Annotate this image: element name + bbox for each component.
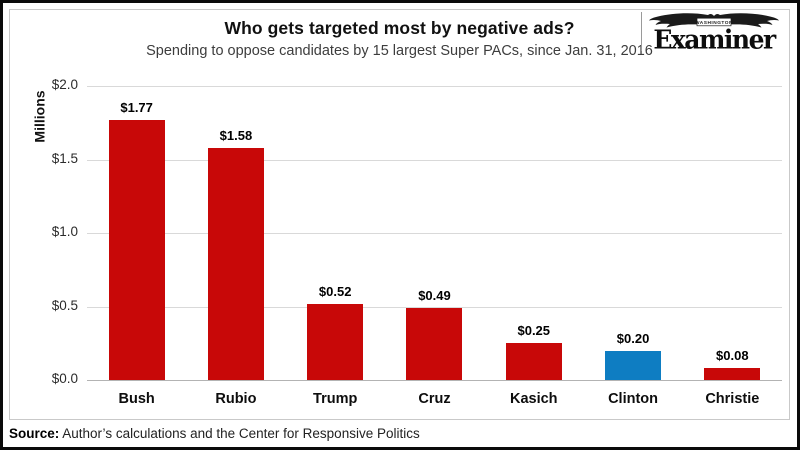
bar-rubio xyxy=(207,148,264,380)
category-label-trump: Trump xyxy=(313,391,358,407)
bar-slot-kasich: $0.25 xyxy=(484,86,583,380)
y-tick-label: $2.0 xyxy=(51,77,78,92)
category-label-kasich: Kasich xyxy=(509,391,558,407)
category-label-cruz: Cruz xyxy=(418,391,451,407)
plot-area: $1.77 $1.58 $0.52 $0.49 $0.25 $0.20 $0.08 xyxy=(87,86,782,381)
logo-washington-text: WASHINGTON xyxy=(695,20,733,26)
bar-slot-rubio: $1.58 xyxy=(186,86,285,380)
bar-slot-cruz: $0.49 xyxy=(385,86,484,380)
y-tick-label: $1.0 xyxy=(51,224,78,239)
chart-subtitle: Spending to oppose candidates by 15 larg… xyxy=(146,43,653,59)
bar-value-label-clinton: $0.20 xyxy=(616,331,650,346)
chart-title: Who gets targeted most by negative ads? xyxy=(224,18,575,38)
bar-value-label-trump: $0.52 xyxy=(318,284,352,299)
source-text: Author’s calculations and the Center for… xyxy=(62,426,420,441)
bar-slot-bush: $1.77 xyxy=(87,86,186,380)
category-axis: Bush Rubio Trump Cruz Kasich Clinton Christie xyxy=(87,391,782,407)
bar-value-label-cruz: $0.49 xyxy=(418,288,451,303)
y-axis-title: Millions xyxy=(31,90,48,143)
source-label: Source: xyxy=(9,426,60,441)
category-label-rubio: Rubio xyxy=(215,391,257,407)
x-axis-baseline xyxy=(87,380,782,381)
y-tick-label: $0.5 xyxy=(51,298,78,313)
bar-clinton xyxy=(605,351,662,380)
source-line: Source: Author’s calculations and the Ce… xyxy=(9,426,420,441)
bar-trump xyxy=(307,304,364,380)
y-tick-label: $0.0 xyxy=(51,371,78,386)
bar-value-label-bush: $1.77 xyxy=(120,100,153,115)
category-label-bush: Bush xyxy=(118,391,155,407)
bar-kasich xyxy=(505,343,562,380)
gridline xyxy=(87,233,782,234)
bar-bush xyxy=(108,120,165,380)
bar-value-label-kasich: $0.25 xyxy=(517,323,551,338)
bar-cruz xyxy=(406,308,463,380)
bar-slot-trump: $0.52 xyxy=(286,86,385,380)
bar-value-label-christie: $0.08 xyxy=(716,348,749,363)
bar-slot-christie: $0.08 xyxy=(683,86,782,380)
gridline xyxy=(87,160,782,161)
category-label-christie: Christie xyxy=(705,391,760,407)
logo-examiner-text: Examiner xyxy=(653,24,776,55)
bars-row: $1.77 $1.58 $0.52 $0.49 $0.25 $0.20 $0.08 xyxy=(87,86,782,380)
eagle-icon: WASHINGTON xyxy=(649,13,779,28)
y-tick-label: $1.5 xyxy=(51,151,78,166)
bar-slot-clinton: $0.20 xyxy=(583,86,682,380)
chart-frame: Who gets targeted most by negative ads? … xyxy=(9,9,790,420)
gridline xyxy=(87,307,782,308)
category-label-clinton: Clinton xyxy=(608,391,659,407)
washington-examiner-logo: WASHINGTON Examiner xyxy=(641,12,783,55)
gridline xyxy=(87,86,782,87)
bar-christie xyxy=(704,368,761,380)
bar-value-label-rubio: $1.58 xyxy=(219,128,253,143)
